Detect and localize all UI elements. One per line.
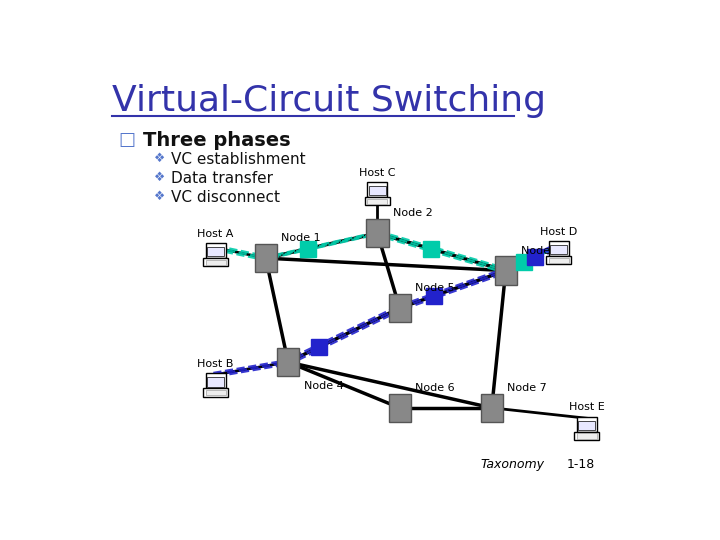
Bar — [367, 182, 387, 197]
Text: VC establishment: VC establishment — [171, 152, 305, 167]
Text: ❖: ❖ — [154, 152, 166, 165]
Text: Data transfer: Data transfer — [171, 171, 273, 186]
Text: Node 1: Node 1 — [282, 233, 321, 243]
Bar — [205, 373, 225, 388]
Text: ❖: ❖ — [154, 171, 166, 184]
Bar — [205, 260, 225, 265]
Text: Host D: Host D — [540, 227, 577, 237]
Bar — [205, 390, 225, 395]
Text: VC disconnect: VC disconnect — [171, 190, 280, 205]
Bar — [205, 243, 225, 258]
Bar — [577, 416, 597, 431]
Bar — [255, 244, 277, 272]
Bar — [577, 433, 597, 438]
Bar — [207, 377, 224, 387]
Text: Host B: Host B — [197, 359, 234, 369]
Bar — [549, 241, 569, 256]
Text: Node 4: Node 4 — [304, 381, 343, 391]
Bar — [550, 245, 567, 254]
Bar — [495, 256, 517, 285]
Bar — [203, 258, 228, 266]
Text: Host E: Host E — [569, 402, 605, 413]
Text: Node 3: Node 3 — [521, 246, 561, 255]
Bar — [389, 394, 411, 422]
Bar — [369, 186, 386, 195]
Text: Node 5: Node 5 — [415, 283, 455, 293]
Text: Node 7: Node 7 — [508, 383, 547, 393]
Text: Node 6: Node 6 — [415, 383, 455, 393]
Bar — [203, 388, 228, 396]
Bar — [546, 256, 571, 265]
Text: Host A: Host A — [197, 229, 234, 239]
Text: ❖: ❖ — [154, 190, 166, 202]
Bar — [277, 348, 300, 376]
Bar — [481, 394, 503, 422]
Text: □: □ — [118, 131, 135, 150]
Text: Three phases: Three phases — [143, 131, 291, 150]
Bar — [367, 199, 387, 204]
Bar — [389, 294, 411, 322]
Text: 1-18: 1-18 — [567, 458, 595, 471]
Bar — [365, 197, 390, 205]
Text: Taxonomy: Taxonomy — [481, 458, 544, 471]
Bar — [578, 421, 595, 430]
Text: Node 2: Node 2 — [393, 208, 433, 218]
Bar — [207, 247, 224, 256]
Bar — [575, 431, 599, 440]
Text: Virtual-Circuit Switching: Virtual-Circuit Switching — [112, 84, 546, 118]
Text: Host C: Host C — [359, 168, 395, 178]
Bar — [549, 258, 569, 263]
Bar — [366, 219, 389, 247]
